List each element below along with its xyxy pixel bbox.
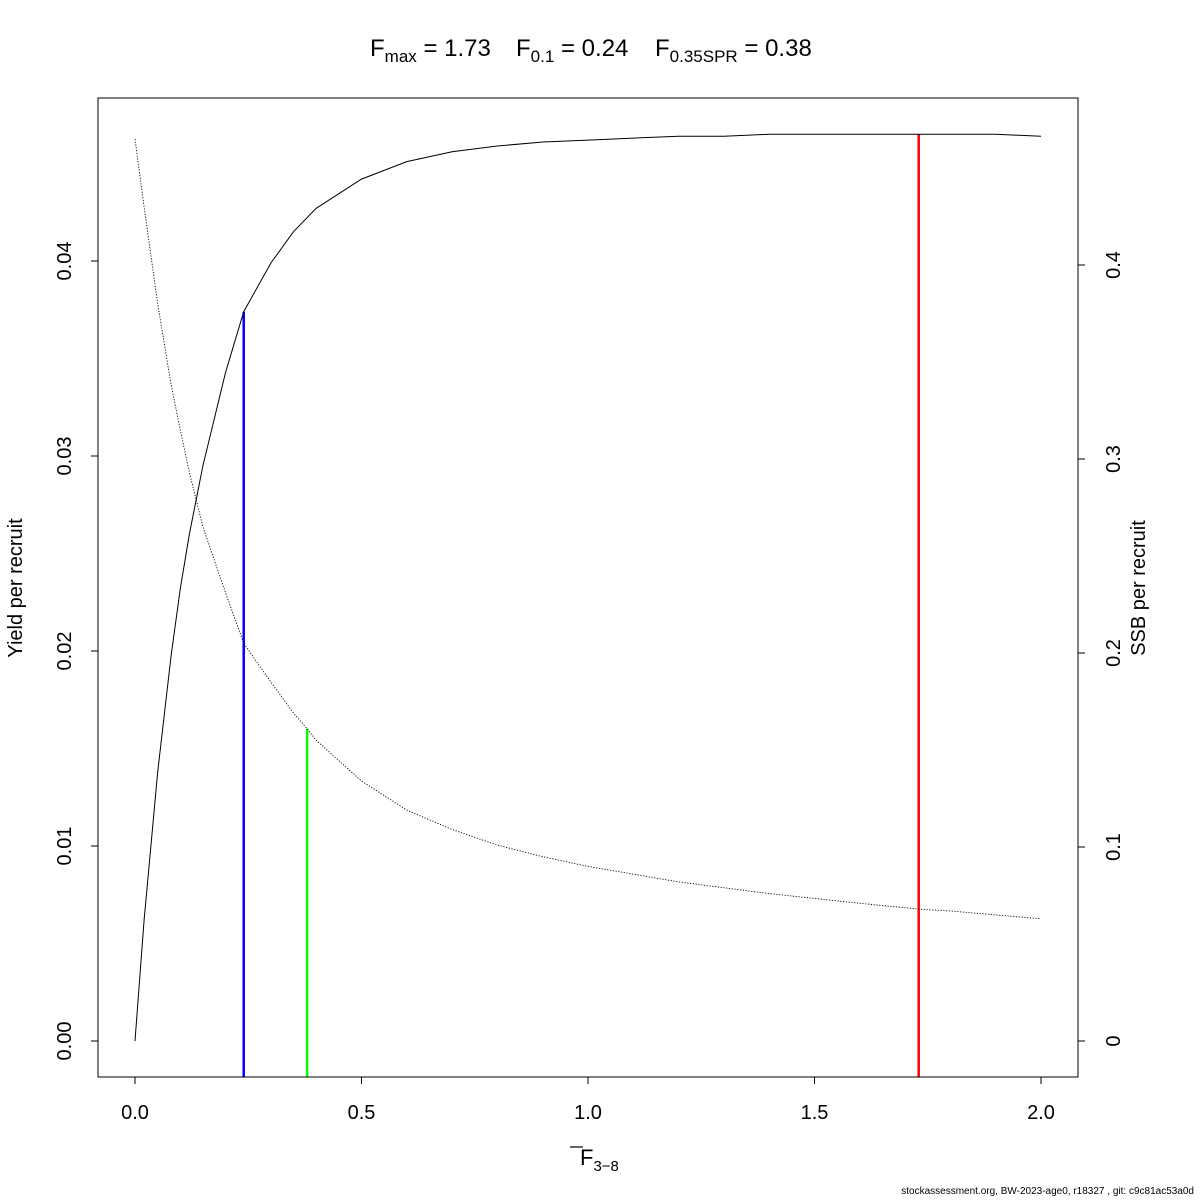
x-axis-label: F3−8 [580, 1145, 619, 1175]
y-left-tick-label: 0.00 [54, 1022, 76, 1061]
y-left-tick-label: 0.04 [54, 242, 76, 281]
yield-per-recruit-curve [134, 133, 1042, 1042]
y-right-tick-label: 0.2 [1103, 639, 1125, 667]
x-tick-label: 0.0 [121, 1102, 149, 1124]
y-right-tick-label: 0.3 [1103, 445, 1125, 473]
x-tick-label: 1.0 [574, 1102, 602, 1124]
y-right-tick-label: 0 [1103, 1035, 1125, 1046]
footer-credit: stockassessment.org, BW-2023-age0, r1832… [901, 1186, 1194, 1197]
x-tick-label: 2.0 [1027, 1102, 1055, 1124]
y-left-tick-label: 0.02 [54, 632, 76, 671]
plot-frame [97, 97, 1079, 1078]
x-axis: 0.0 0.5 1.0 1.5 2.0 [121, 1076, 1055, 1124]
y-left-axis-label: Yield per recruit [5, 518, 27, 658]
x-tick-label: 1.5 [801, 1102, 829, 1124]
fmax-title: Fmax = 1.73 [370, 35, 491, 66]
y-right-axis: 0 0.1 0.2 0.3 0.4 [1077, 251, 1125, 1047]
y-left-axis: 0.00 0.01 0.02 0.03 0.04 [54, 242, 99, 1061]
y-left-tick-label: 0.01 [54, 827, 76, 866]
y-right-axis-label: SSB per recruit [1128, 520, 1150, 656]
y-right-tick-label: 0.1 [1103, 833, 1125, 861]
x-tick-label: 0.5 [348, 1102, 376, 1124]
series-layer [134, 133, 1042, 1042]
fspr-title: F0.35SPR = 0.38 [655, 35, 812, 66]
chart-title: Fmax = 1.73 F0.1 = 0.24 F0.35SPR = 0.38 [370, 35, 812, 66]
y-right-tick-label: 0.4 [1103, 251, 1125, 279]
f01-title: F0.1 = 0.24 [516, 35, 628, 66]
reference-lines [242, 134, 920, 1077]
y-left-tick-label: 0.03 [54, 437, 76, 476]
ssb-per-recruit-curve [134, 138, 1042, 920]
